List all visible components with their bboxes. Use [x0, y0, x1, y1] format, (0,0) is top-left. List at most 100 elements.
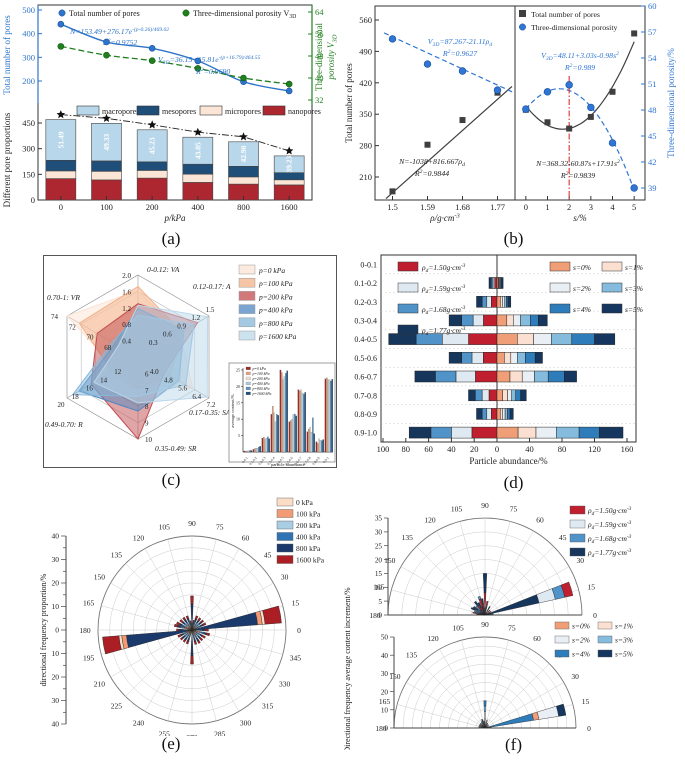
svg-text:1600 kPa: 1600 kPa [296, 556, 325, 565]
svg-text:p=1600 kPa: p=1600 kPa [258, 332, 297, 341]
svg-text:R2=0.9690: R2=0.9690 [195, 67, 230, 76]
svg-text:p=0 kPa: p=0 kPa [258, 266, 285, 275]
svg-text:1600: 1600 [281, 202, 298, 212]
chart-f-svg: 0153045607590105120135150165180051015202… [343, 501, 633, 753]
svg-text:45: 45 [559, 533, 567, 542]
svg-text:3: 3 [589, 202, 593, 212]
svg-text:200: 200 [22, 76, 35, 86]
svg-text:180: 180 [375, 724, 387, 733]
svg-text:120: 120 [424, 516, 436, 525]
svg-text:500: 500 [22, 5, 35, 15]
svg-text:48: 48 [315, 51, 324, 61]
svg-text:450: 450 [22, 118, 35, 128]
svg-text:0-0.12: VA: 0-0.12: VA [147, 265, 180, 274]
svg-text:V3D=48.11+3.03s-0.98s2: V3D=48.11+3.03s-0.98s2 [541, 51, 619, 62]
svg-text:120: 120 [588, 444, 601, 454]
svg-text:80: 80 [402, 444, 411, 454]
svg-text:Particle abundance/%: Particle abundance/% [469, 456, 548, 466]
svg-text:0.8: 0.8 [122, 321, 131, 329]
svg-text:0: 0 [55, 626, 59, 635]
svg-text:74: 74 [51, 313, 59, 321]
svg-text:195: 195 [83, 654, 95, 663]
svg-text:V3D=36.15+15.81e-(p+16.79)/464: V3D=36.15+15.81e-(p+16.79)/464.55 [158, 54, 261, 66]
svg-text:45: 45 [648, 131, 657, 141]
caption-f: (f) [505, 735, 522, 754]
svg-text:300: 300 [240, 719, 252, 728]
svg-text:p=1600 kPa: p=1600 kPa [252, 392, 272, 396]
svg-text:Total number of pores: Total number of pores [69, 9, 140, 18]
svg-text:30: 30 [52, 555, 60, 564]
svg-text:nanopores: nanopores [288, 107, 321, 116]
svg-text:7: 7 [145, 387, 149, 395]
svg-text:255: 255 [159, 729, 171, 736]
svg-text:25: 25 [236, 368, 240, 373]
chart-a-svg: 500 400 300 200 450 300 150 0 64 56 48 40 32 Total nu… [2, 4, 339, 223]
svg-text:2: 2 [567, 202, 571, 212]
svg-text:165: 165 [379, 697, 391, 706]
svg-text:32: 32 [315, 95, 324, 105]
svg-text:6: 6 [145, 370, 149, 378]
svg-text:20: 20 [381, 688, 389, 696]
svg-text:0.1-0.2: 0.1-0.2 [249, 456, 258, 466]
svg-text:60: 60 [536, 516, 544, 525]
svg-text:0: 0 [31, 195, 35, 205]
subplot-b: 210 280 350 420 490 560 60 57 54 51 48 45 42 39 Total … [342, 0, 685, 233]
svg-text:560: 560 [359, 15, 372, 25]
svg-text:225: 225 [111, 702, 123, 711]
svg-text:51.49: 51.49 [56, 131, 65, 148]
svg-text:0-0.1: 0-0.1 [360, 260, 377, 269]
svg-text:10: 10 [52, 602, 60, 611]
svg-text:150: 150 [22, 169, 35, 179]
svg-text:150: 150 [94, 573, 106, 582]
svg-text:Total number of pores: Total number of pores [2, 15, 12, 95]
svg-text:10: 10 [375, 584, 383, 592]
svg-text:180: 180 [79, 626, 91, 635]
svg-text:s=2%: s=2% [572, 636, 590, 645]
svg-text:ρd=1.68g·cm-3: ρd=1.68g·cm-3 [421, 305, 466, 316]
svg-text:0: 0 [378, 612, 382, 620]
svg-text:p=800 kPa: p=800 kPa [252, 387, 270, 391]
svg-text:0.3: 0.3 [149, 339, 158, 347]
svg-text:4: 4 [610, 202, 615, 212]
svg-text:mesopores: mesopores [162, 107, 196, 116]
svg-text:90: 90 [481, 620, 489, 629]
svg-text:0.5-0.6: 0.5-0.6 [285, 456, 294, 466]
svg-text:1.6: 1.6 [122, 288, 131, 296]
svg-text:135: 135 [402, 533, 414, 542]
svg-text:800 kPa: 800 kPa [296, 544, 321, 553]
svg-text:0.8-0.9: 0.8-0.9 [354, 410, 377, 419]
svg-text:60: 60 [424, 444, 433, 454]
svg-text:30: 30 [577, 556, 585, 565]
svg-text:p=400 kPa: p=400 kPa [252, 382, 270, 386]
svg-text:15: 15 [292, 598, 300, 607]
svg-text:54: 54 [648, 53, 657, 63]
svg-text:1.59: 1.59 [420, 202, 435, 212]
svg-text:0.2-0.3: 0.2-0.3 [354, 298, 377, 307]
svg-text:105: 105 [451, 505, 463, 514]
svg-text:420: 420 [359, 78, 372, 88]
svg-text:20: 20 [52, 579, 60, 588]
svg-text:1.68: 1.68 [455, 202, 470, 212]
svg-text:0.2-0.3: 0.2-0.3 [258, 456, 267, 466]
svg-text:R2=0.9839: R2=0.9839 [560, 171, 595, 180]
svg-text:90: 90 [481, 501, 489, 510]
svg-text:0.1-0.2: 0.1-0.2 [354, 279, 377, 288]
svg-text:150: 150 [384, 556, 396, 565]
svg-text:12: 12 [114, 368, 122, 376]
svg-text:40: 40 [52, 720, 60, 729]
svg-text:15: 15 [236, 400, 240, 405]
svg-text:90: 90 [188, 519, 196, 528]
svg-text:165: 165 [83, 598, 95, 607]
svg-text:s=3%: s=3% [625, 284, 643, 293]
svg-text:15: 15 [582, 697, 590, 706]
svg-text:porosity V3D: porosity V3D [326, 34, 339, 80]
svg-text:40: 40 [525, 444, 534, 454]
svg-text:ρd=1.77g·cm-3: ρd=1.77g·cm-3 [421, 326, 466, 337]
svg-text:ρd=1.59g·cm-3: ρd=1.59g·cm-3 [421, 284, 466, 295]
svg-text:40: 40 [447, 444, 456, 454]
svg-text:Three-dimensional: Three-dimensional [314, 23, 324, 91]
caption-b: (b) [503, 229, 524, 248]
svg-text:directional frequency proporti: directional frequency proportion/% [39, 573, 48, 686]
svg-text:100: 100 [100, 202, 113, 212]
